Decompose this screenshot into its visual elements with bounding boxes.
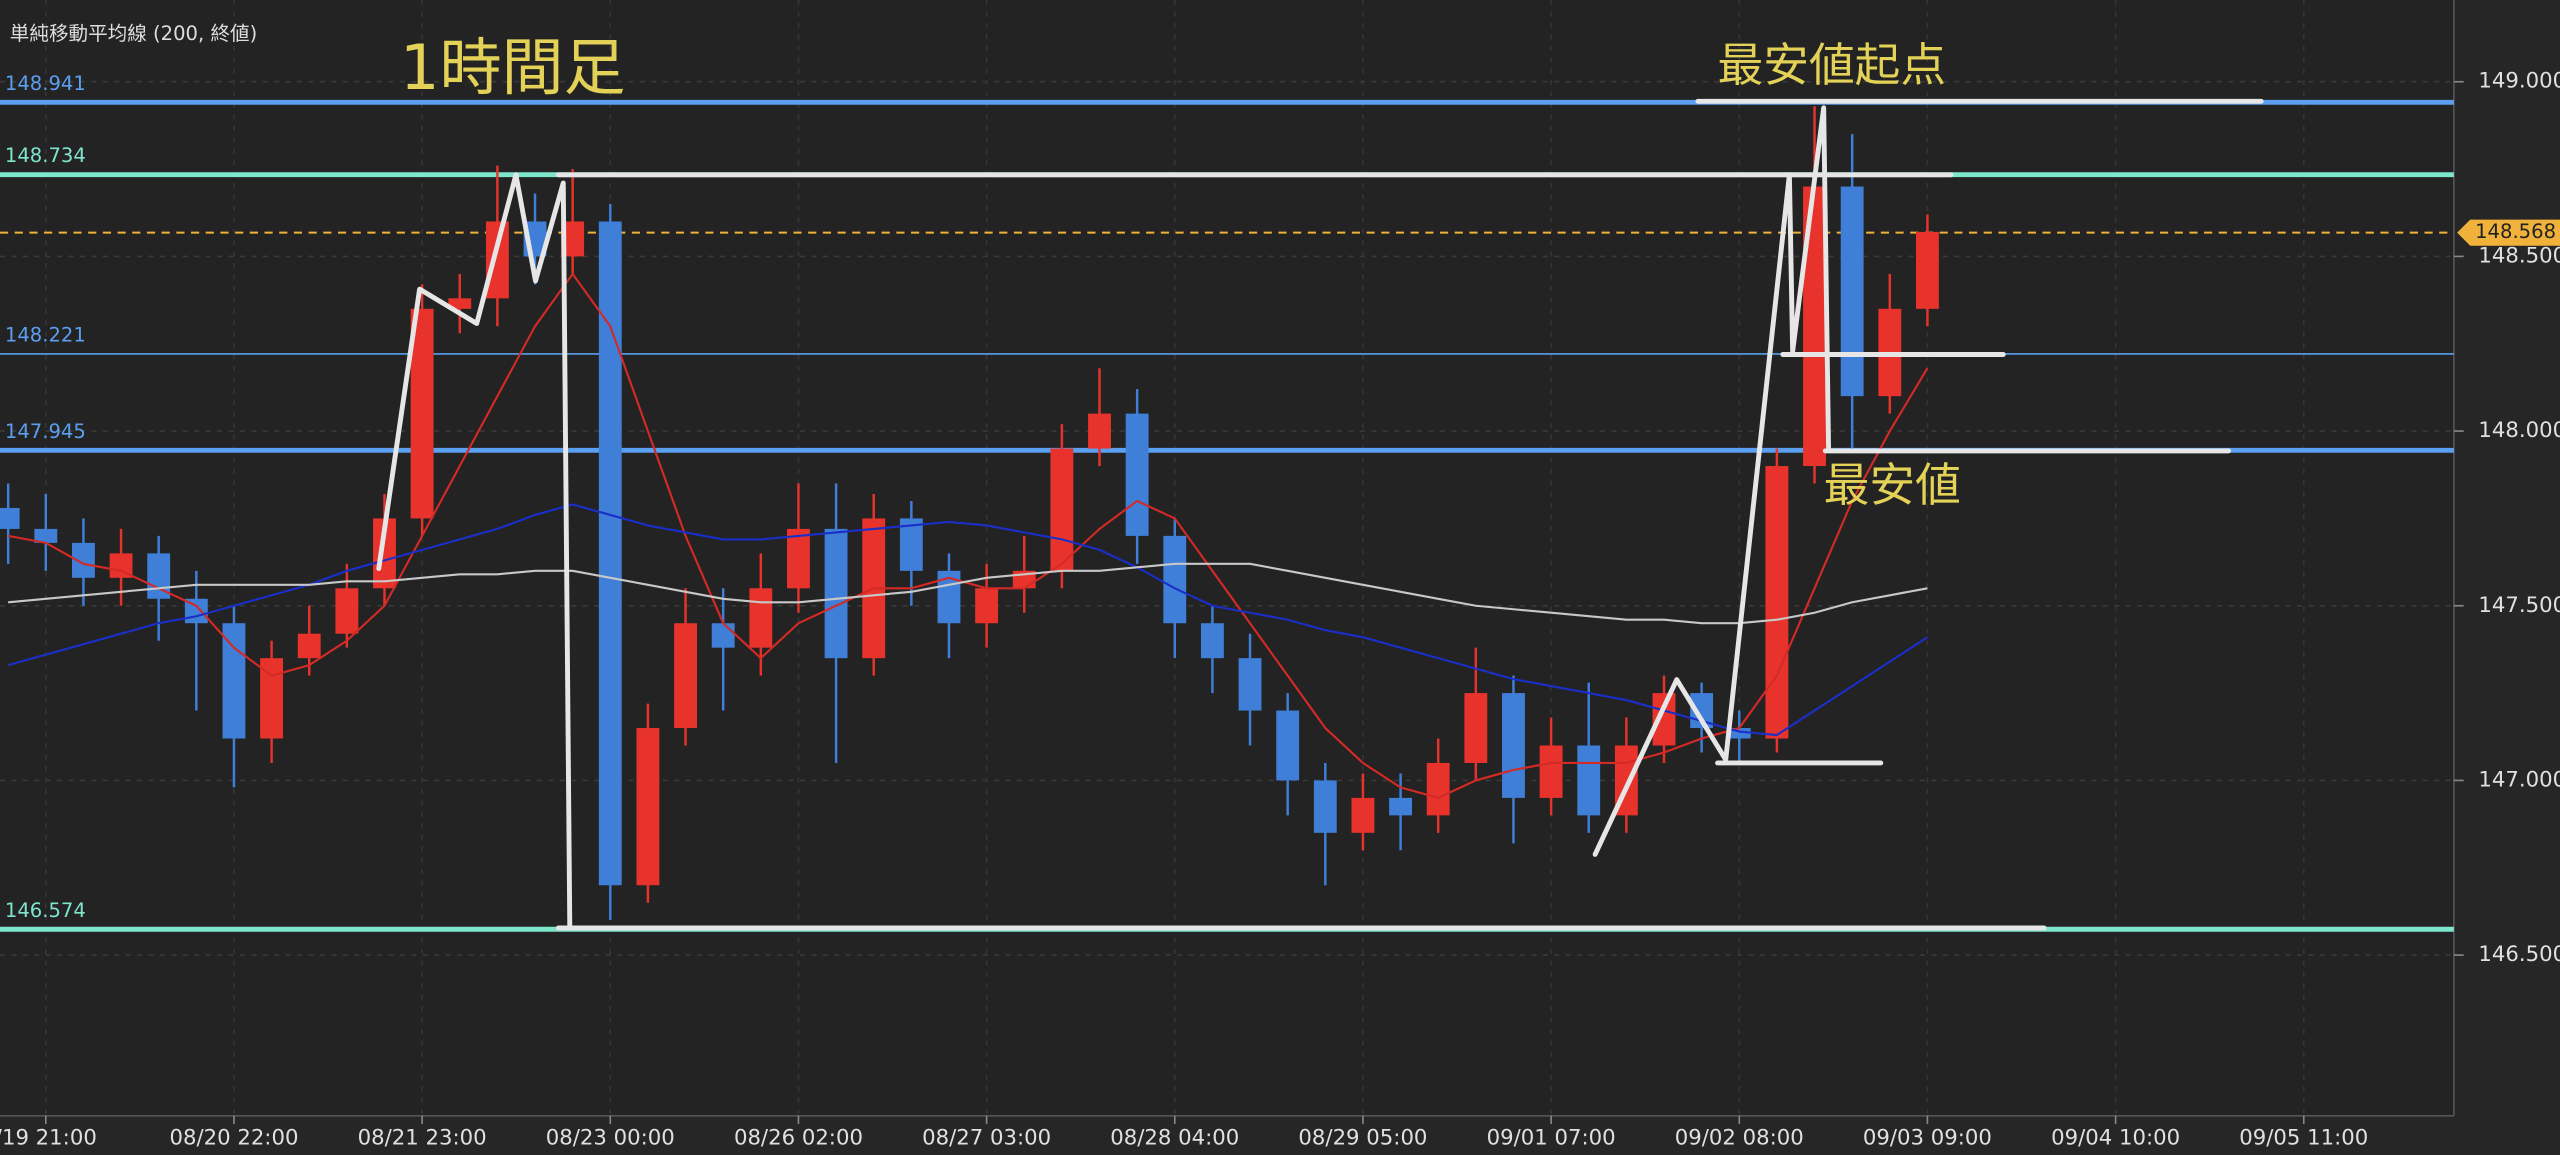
annotation: 最安値起点 [1718, 39, 1947, 92]
x-tick-label: /19 21:00 [0, 1126, 97, 1151]
candle-body [260, 658, 284, 739]
candle-body [1200, 623, 1224, 659]
candle-body [448, 298, 472, 309]
candle-body [1577, 745, 1601, 816]
x-tick-label: 09/02 08:00 [1675, 1126, 1804, 1151]
candle-body [1088, 413, 1111, 449]
candle-body [636, 728, 660, 886]
candle-body [0, 507, 20, 529]
candle-body [975, 588, 999, 624]
candle-body [1502, 693, 1525, 798]
candle-body [1803, 186, 1826, 467]
candle-body [561, 221, 585, 257]
y-tick-label: 148.500 [2478, 243, 2560, 268]
candle-body [335, 588, 359, 634]
y-tick-label: 146.500 [2478, 942, 2560, 967]
candle-body [1727, 728, 1751, 739]
candle-body [410, 308, 434, 519]
x-tick-label: 09/03 09:00 [1863, 1126, 1992, 1151]
level-label: 148.221 [5, 323, 86, 346]
candle-body [1276, 710, 1300, 781]
candle-body [598, 221, 622, 886]
candle-body [109, 553, 133, 578]
annotation: 1時間足 [400, 31, 626, 104]
x-tick-label: 08/27 03:00 [922, 1126, 1051, 1151]
candle-body [222, 623, 246, 739]
x-tick-label: 09/04 10:00 [2051, 1126, 2180, 1151]
legend-entry: 単純移動平均線 (200, 終値) [10, 22, 257, 45]
level-label: 147.945 [5, 420, 86, 443]
candle-body [1125, 413, 1149, 536]
x-tick-label: 08/29 05:00 [1298, 1126, 1427, 1151]
moving-average-line [8, 562, 1928, 625]
candle-body [485, 221, 509, 299]
level-label: 146.574 [5, 899, 86, 922]
level-label: 148.941 [5, 72, 86, 95]
x-tick-label: 08/20 22:00 [169, 1126, 298, 1151]
candle-body [899, 518, 923, 571]
candle-body [1539, 745, 1563, 798]
candle-body [1238, 658, 1262, 711]
candle-body [749, 588, 773, 648]
candle-body [787, 528, 810, 589]
x-tick-label: 08/21 23:00 [358, 1126, 487, 1151]
y-tick-label: 149.000 [2478, 69, 2560, 94]
x-tick-label: 09/01 07:00 [1487, 1126, 1616, 1151]
candle-body [1426, 762, 1450, 816]
current-price-label: 148.568 [2475, 220, 2556, 243]
candle-body [824, 528, 848, 659]
x-tick-label: 08/23 00:00 [546, 1126, 675, 1151]
x-tick-label: 08/26 02:00 [734, 1126, 863, 1151]
x-tick-label: 09/05 11:00 [2239, 1126, 2368, 1151]
candle-body [1163, 535, 1187, 624]
moving-average-line [7, 272, 1929, 800]
y-tick-label: 147.500 [2478, 593, 2560, 618]
candle-body [1351, 797, 1375, 833]
candle-body [297, 633, 321, 659]
candle-body [34, 528, 58, 543]
candle-body [1916, 231, 1939, 309]
candle-body [1389, 797, 1412, 816]
candle-body [711, 623, 735, 648]
current-price-tag [2457, 219, 2560, 246]
level-label: 148.734 [5, 144, 86, 167]
candle-body [1313, 780, 1337, 833]
x-tick-label: 08/28 04:00 [1110, 1126, 1239, 1151]
plot-area [0, 0, 2454, 1116]
candle-body [1765, 466, 1789, 739]
candle-body [1464, 693, 1488, 763]
user-drawings [376, 98, 2264, 931]
candle-body [72, 542, 95, 578]
candle-body [1652, 693, 1676, 746]
annotation: 最安値 [1824, 459, 1961, 512]
drawn-line [376, 172, 573, 931]
drawn-line [1592, 105, 1832, 857]
y-tick-label: 147.000 [2478, 767, 2560, 792]
moving-average-line [7, 503, 1929, 737]
candle-body [1840, 186, 1864, 397]
y-tick-label: 148.000 [2478, 418, 2560, 443]
candle-body [1050, 448, 1074, 571]
candle-body [674, 623, 697, 729]
